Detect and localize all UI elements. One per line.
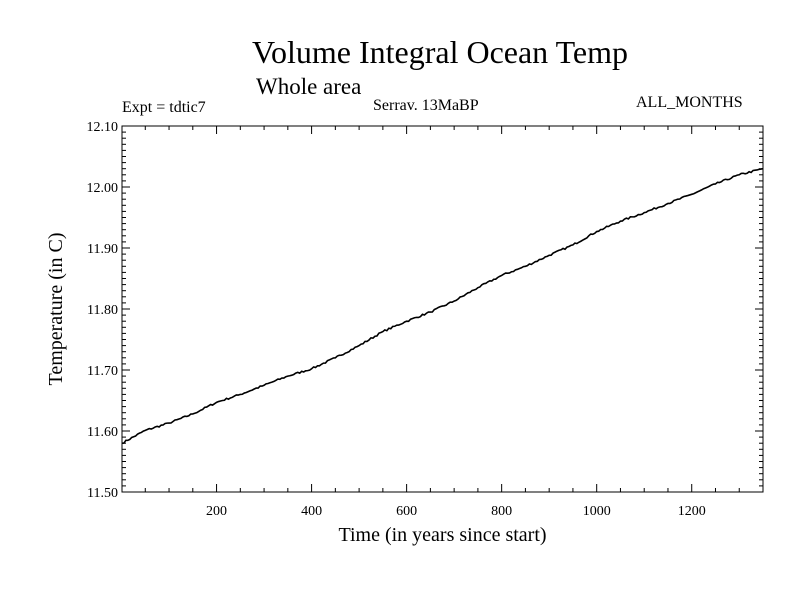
y-tick-label: 12.10 <box>87 120 119 135</box>
period-label: Serrav. 13MaBP <box>373 97 479 114</box>
x-tick-label: 600 <box>396 504 417 519</box>
y-tick-label: 11.70 <box>87 364 118 379</box>
y-tick-label: 11.60 <box>87 425 118 440</box>
chart-subtitle: Whole area <box>256 74 362 99</box>
chart-title: Volume Integral Ocean Temp <box>251 34 628 70</box>
x-tick-label: 800 <box>491 504 512 519</box>
y-axis-label: Temperature (in C) <box>45 233 67 386</box>
x-tick-label: 1200 <box>678 504 706 519</box>
y-tick-label: 11.80 <box>87 303 118 318</box>
y-tick-label: 11.50 <box>87 486 118 501</box>
plot-frame <box>121 125 764 493</box>
x-tick-label: 1000 <box>583 504 611 519</box>
tick-marks <box>122 126 763 492</box>
months-label: ALL_MONTHS <box>636 94 743 111</box>
x-tick-label: 400 <box>301 504 322 519</box>
experiment-label: Expt = tdtic7 <box>122 99 206 116</box>
series-line <box>121 167 764 444</box>
x-tick-label: 200 <box>206 504 227 519</box>
tick-labels: 200 400 600 800 1000 1200 11.50 11.60 11.70 11.80… <box>87 120 706 519</box>
x-axis-label: Time (in years since start) <box>338 524 547 546</box>
y-tick-label: 12.00 <box>87 181 119 196</box>
y-tick-label: 11.90 <box>87 242 118 257</box>
